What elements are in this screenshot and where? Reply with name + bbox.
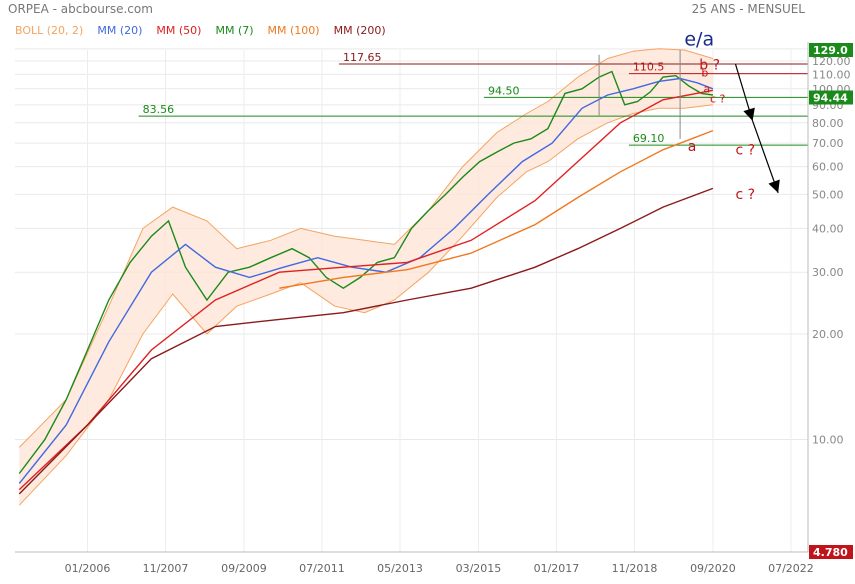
wave-labels: e/ab ?bac ?a c ?c ? <box>684 28 755 203</box>
y-tick-label: 40.00 <box>812 222 844 235</box>
legend-item: MM (100) <box>268 24 320 37</box>
wave-label: c ? <box>736 142 756 158</box>
extreme-wicks <box>598 50 681 139</box>
legend-item: MM (7) <box>215 24 253 37</box>
x-tick-label: 09/2009 <box>221 562 267 575</box>
x-tick-label: 07/2022 <box>768 562 814 575</box>
bollinger-lower-line <box>18 104 713 506</box>
y-tick-label: 30.00 <box>812 266 844 279</box>
axes: 10.00 20.00 30.00 40.00 50.00 60.00 70.00 80.00… <box>15 42 853 575</box>
arrow-head <box>743 107 755 121</box>
bollinger-fill <box>19 48 713 506</box>
wave-label: a <box>704 83 711 96</box>
x-tick-label: 11/2007 <box>143 562 189 575</box>
x-tick-label: 07/2011 <box>299 562 345 575</box>
x-tick-label: 11/2018 <box>612 562 658 575</box>
y-tick-label: 20.00 <box>812 328 844 341</box>
projection-arrows <box>734 64 780 194</box>
moving-averages <box>18 70 714 495</box>
level-label: 83.56 <box>143 103 175 116</box>
legend-item: MM (200) <box>334 24 386 37</box>
series-line-4 <box>18 187 714 495</box>
x-tick-label: 09/2020 <box>690 562 736 575</box>
legend-item: MM (50) <box>156 24 201 37</box>
wave-label: a <box>688 139 697 155</box>
y-tick-label: 60.00 <box>812 161 844 174</box>
chart-period: 25 ANS - MENSUEL <box>692 2 806 16</box>
y-tick-label: 80.00 <box>812 117 844 130</box>
x-tick-label: 05/2013 <box>377 562 423 575</box>
price-badge-label: 94.44 <box>813 92 848 105</box>
wave-label: b ? <box>699 58 720 74</box>
price-badge <box>809 90 853 105</box>
wave-label: c ? <box>736 187 756 203</box>
series-line-2 <box>18 89 714 491</box>
level-label: 69.10 <box>633 132 665 145</box>
price-badge-label: 129.0 <box>813 44 848 57</box>
wave-label: e/a <box>684 28 714 50</box>
y-tick-label: 120.00 <box>812 55 851 68</box>
series-line-0 <box>18 70 713 474</box>
x-tick-label: 01/2017 <box>534 562 580 575</box>
level-label: 94.50 <box>488 84 520 97</box>
level-label: 110.5 <box>633 61 665 74</box>
wave-label: c ? <box>710 92 726 105</box>
price-badge-label: 4.780 <box>813 546 848 559</box>
y-tick-label: 10.00 <box>812 434 844 447</box>
legend: BOLL (20, 2) MM (20) MM (50) MM (7) MM (100)… <box>15 24 386 37</box>
arrow-head <box>768 179 780 193</box>
arrow-line <box>752 120 779 194</box>
y-tick-label: 50.00 <box>812 188 844 201</box>
price-badge <box>809 545 853 559</box>
wave-label: b <box>701 66 708 79</box>
bollinger-upper-line <box>18 48 714 448</box>
x-tick-label: 03/2015 <box>456 562 502 575</box>
horizontal-levels: 117.65 110.5 94.50 83.56 69.10 <box>138 51 808 146</box>
series-line-3 <box>279 129 714 289</box>
y-tick-label: 70.00 <box>812 137 844 150</box>
level-label: 117.65 <box>343 51 382 64</box>
bollinger-band <box>18 48 714 506</box>
chart-title: ORPEA - abcbourse.com <box>8 2 153 16</box>
price-badge <box>809 43 853 57</box>
x-tick-label: 01/2006 <box>65 562 111 575</box>
y-tick-label: 110.00 <box>812 68 851 81</box>
legend-item: BOLL (20, 2) <box>15 24 83 37</box>
legend-item: MM (20) <box>97 24 142 37</box>
